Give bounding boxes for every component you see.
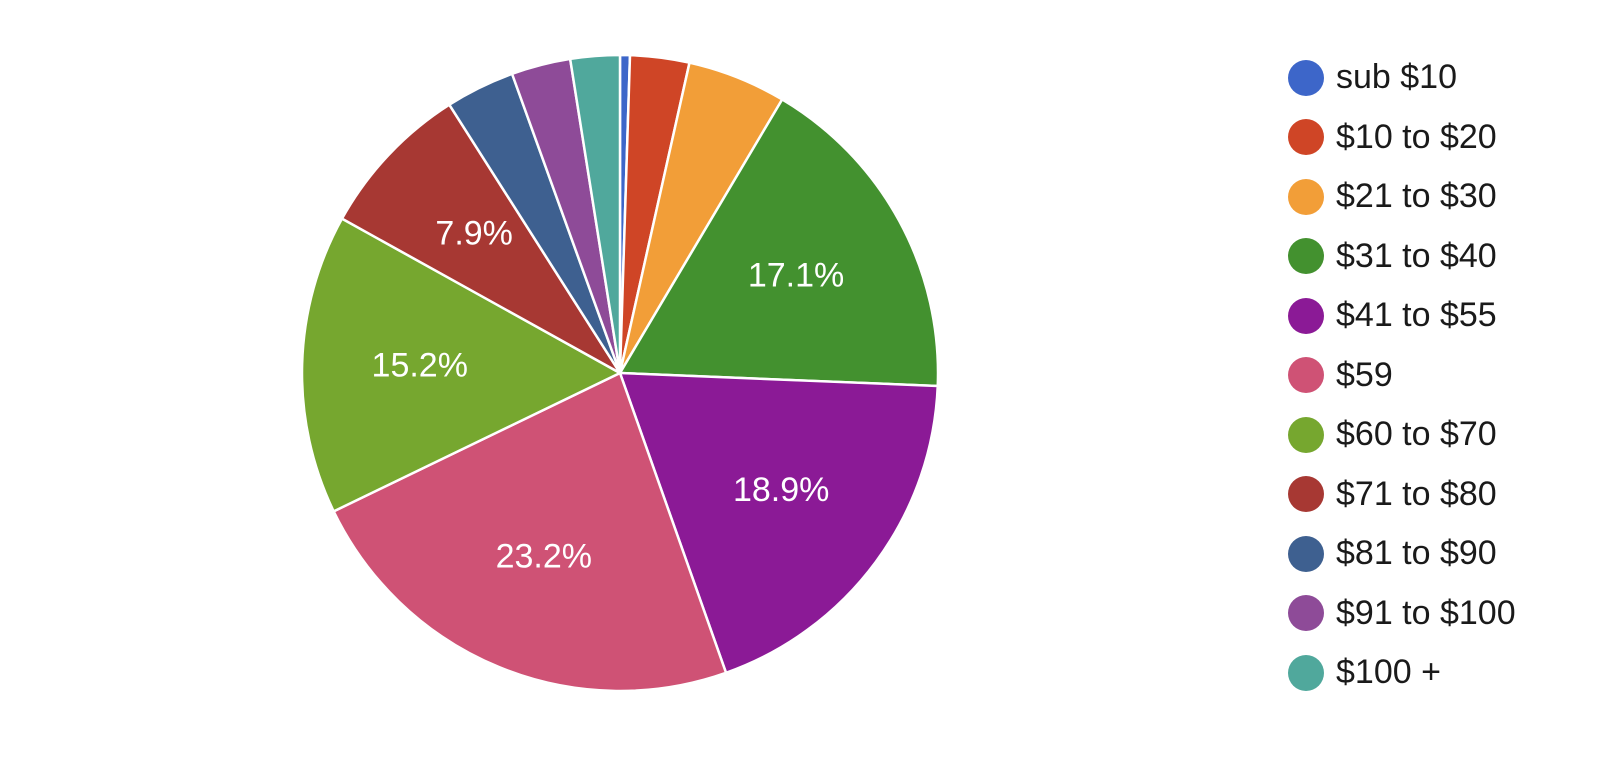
legend-swatch-icon (1288, 178, 1324, 215)
legend-swatch-icon (1288, 238, 1324, 275)
pie-slice-6 (332, 371, 728, 693)
legend-swatch-icon (1288, 535, 1324, 572)
slice-data-label: 23.2% (496, 537, 592, 575)
legend-swatch-icon (1288, 654, 1324, 691)
chart-legend: sub $10 $10 to $20 $21 to $30 $31 to $40 $41… (1288, 48, 1516, 703)
legend-item: $60 to $70 (1288, 405, 1516, 465)
legend-item: $31 to $40 (1288, 227, 1516, 287)
pie-slice-8 (340, 103, 622, 375)
pie-slice-11 (568, 53, 622, 375)
pie-slice-7 (300, 217, 622, 513)
legend-swatch-icon (1288, 357, 1324, 394)
legend-label: $10 to $20 (1336, 117, 1497, 156)
legend-swatch-icon (1288, 297, 1324, 334)
legend-swatch-icon (1288, 595, 1324, 632)
pie-slice-4 (618, 98, 940, 388)
legend-label: $100 + (1336, 653, 1441, 692)
legend-label: $21 to $30 (1336, 177, 1497, 216)
slice-data-label: 7.9% (435, 215, 513, 253)
pie-slices (300, 53, 940, 693)
legend-label: $91 to $100 (1336, 593, 1516, 632)
legend-label: $41 to $55 (1336, 296, 1497, 335)
legend-item: $59 (1288, 346, 1516, 406)
pie-data-labels: 17.1% 18.9% 23.2% 15.2% 7.9% (372, 215, 845, 576)
slice-data-label: 18.9% (733, 471, 829, 509)
legend-label: $81 to $90 (1336, 534, 1497, 573)
slice-data-label: 17.1% (748, 256, 844, 294)
legend-label: $71 to $80 (1336, 474, 1497, 513)
legend-item: $21 to $30 (1288, 167, 1516, 227)
legend-item: $41 to $55 (1288, 286, 1516, 346)
legend-swatch-icon (1288, 416, 1324, 453)
legend-item: $71 to $80 (1288, 465, 1516, 525)
legend-label: $60 to $70 (1336, 415, 1497, 454)
legend-label: sub $10 (1336, 58, 1457, 97)
slice-data-label: 15.2% (372, 346, 468, 384)
legend-item: $10 to $20 (1288, 108, 1516, 168)
legend-item: sub $10 (1288, 48, 1516, 108)
legend-item: $91 to $100 (1288, 584, 1516, 644)
legend-item: $100 + (1288, 643, 1516, 703)
pie-slice-5 (618, 371, 939, 675)
legend-item: $81 to $90 (1288, 524, 1516, 584)
legend-label: $59 (1336, 355, 1393, 394)
legend-swatch-icon (1288, 476, 1324, 513)
legend-swatch-icon (1288, 119, 1324, 156)
legend-swatch-icon (1288, 59, 1324, 96)
legend-label: $31 to $40 (1336, 236, 1497, 275)
